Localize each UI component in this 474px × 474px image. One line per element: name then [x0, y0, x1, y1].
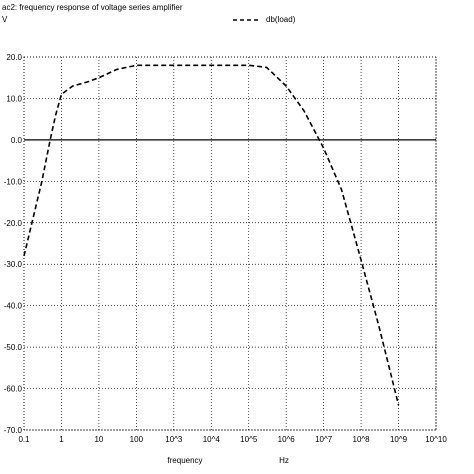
y-tick-label: -50.0 [4, 343, 23, 352]
x-tick-label: 10^10 [425, 435, 447, 444]
y-tick-label: 20.0 [6, 53, 22, 62]
x-axis-label: frequency [167, 456, 202, 465]
y-tick-label: -20.0 [4, 219, 23, 228]
x-tick-label: 10^6 [278, 435, 296, 444]
y-tick-label: -60.0 [4, 385, 23, 394]
plot-frame [23, 56, 437, 431]
x-tick-label: 10^7 [315, 435, 333, 444]
x-tick-label: 10^9 [390, 435, 408, 444]
y-unit-label: V [2, 15, 8, 24]
y-tick-label: -10.0 [4, 177, 23, 186]
y-tick-label: 10.0 [6, 94, 22, 103]
x-tick-label: 10^4 [203, 435, 221, 444]
series-line-db-load [23, 64, 400, 406]
y-tick-label: -30.0 [4, 260, 23, 269]
x-tick-label: 10^5 [240, 435, 258, 444]
chart-title: ac2: frequency response of voltage serie… [2, 3, 183, 12]
y-tick-label: -70.0 [4, 426, 23, 435]
y-tick-label: -40.0 [4, 302, 23, 311]
x-axis-unit: Hz [279, 456, 289, 465]
x-tick-label: 0.1 [18, 435, 30, 444]
x-tick-label: 10^8 [353, 435, 371, 444]
x-tick-label: 1 [59, 435, 64, 444]
legend-label: db(load) [266, 15, 296, 24]
legend-swatch [233, 19, 260, 21]
x-tick-label: 100 [130, 435, 144, 444]
x-tick-label: 10^3 [165, 435, 183, 444]
x-tick-label: 10 [94, 435, 103, 444]
y-tick-label: 0.0 [11, 136, 23, 145]
